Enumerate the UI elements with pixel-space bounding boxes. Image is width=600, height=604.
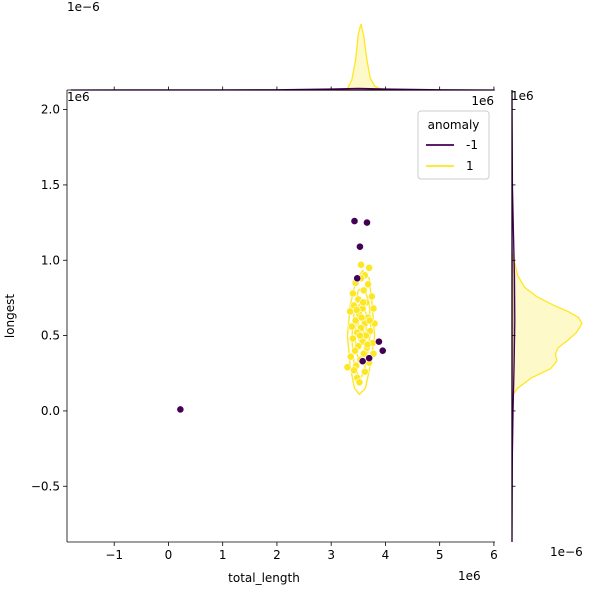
right-marginal-offset-label-bottom: 1e−6	[550, 545, 583, 559]
scatter-point-anomaly-3	[356, 242, 364, 251]
scatter-point-normal-20	[347, 322, 356, 331]
scatter-point-anomaly-0	[176, 405, 185, 414]
y-offset-label: 1e6	[67, 90, 90, 104]
scatter-point-normal-47	[363, 340, 372, 349]
x-tick-label-4: 3	[327, 548, 335, 562]
y-tick-label-2: 0.5	[41, 329, 60, 343]
x-offset-label: 1e6	[458, 569, 481, 583]
right-marginal	[511, 89, 583, 543]
scatter-point-normal-43	[352, 306, 361, 314]
top-marginal-kde-0	[341, 23, 386, 91]
x-tick-label-1: 0	[165, 548, 173, 562]
right-marginal-kde-1	[511, 89, 516, 543]
scatter-point-anomaly-5	[375, 337, 383, 346]
scatter-point-normal-25	[348, 334, 357, 343]
x-tick-label-7: 6	[490, 548, 498, 562]
y-tick-label-4: 1.5	[41, 178, 60, 192]
scatter-point-anomaly-8	[358, 357, 367, 366]
scatter-point-anomaly-1	[350, 217, 359, 225]
scatter-point-normal-13	[369, 304, 378, 313]
legend-title: anomaly	[428, 118, 480, 132]
scatter-point-normal-36	[343, 363, 352, 372]
scatter-point-normal-45	[359, 298, 368, 307]
scatter-point-normal-42	[357, 313, 366, 322]
legend: anomaly -1 1	[417, 110, 490, 180]
scatter-point-normal-31	[359, 349, 368, 358]
main-plot	[176, 217, 387, 414]
scatter-point-normal-14	[346, 307, 355, 316]
scatter-point-anomaly-6	[378, 346, 387, 355]
scatter-point-normal-8	[367, 292, 376, 301]
y-tick-label-3: 1.0	[41, 253, 60, 267]
scatter-point-normal-5	[364, 280, 372, 289]
scatter-point-anomaly-4	[353, 274, 362, 283]
y-tick-label-1: 0.0	[41, 404, 60, 418]
axes: −1 0 1 2 3 4 5 6 −0.5 0.0 0.5 1.0 1.5 2.0	[31, 90, 498, 562]
scatter-point-normal-41	[350, 366, 358, 375]
scatter-point-normal-7	[359, 286, 368, 295]
x-tick-label-6: 5	[436, 548, 444, 562]
scatter-point-normal-30	[351, 346, 359, 355]
scatter-point-normal-38	[360, 367, 369, 376]
legend-label-1: 1	[466, 159, 474, 173]
top-marginal	[67, 23, 495, 91]
scatter-point-normal-0	[357, 260, 365, 269]
legend-label-0: -1	[466, 138, 478, 152]
y-tick-label-0: −0.5	[31, 479, 60, 493]
scatter-point-normal-44	[365, 316, 374, 325]
right-marginal-kde-0	[511, 252, 583, 398]
scatter-point-normal-6	[348, 289, 357, 298]
labels: total_length longest 1e−6 1e6 1e6 1e6 1e6 1e−6	[3, 0, 583, 585]
x-tick-label-0: −1	[105, 548, 123, 562]
x-axis-label: total_length	[228, 571, 300, 585]
x-tick-label-3: 2	[273, 548, 281, 562]
scatter-point-normal-46	[356, 331, 364, 340]
x-tick-label-2: 1	[219, 548, 227, 562]
y-axis-label: longest	[3, 294, 17, 339]
scatter-point-anomaly-7	[365, 354, 374, 363]
scatter-point-normal-1	[365, 263, 374, 272]
right-marginal-offset-label-top: 1e6	[511, 89, 534, 103]
scatter-point-normal-33	[346, 352, 355, 361]
y-tick-label-5: 2.0	[41, 103, 60, 117]
x-tick-label-5: 4	[382, 548, 390, 562]
scatter-point-normal-40	[355, 378, 364, 387]
x-offset-label-right: 1e6	[471, 94, 494, 108]
top-marginal-offset-label: 1e−6	[67, 0, 100, 14]
scatter-point-anomaly-2	[363, 218, 371, 227]
